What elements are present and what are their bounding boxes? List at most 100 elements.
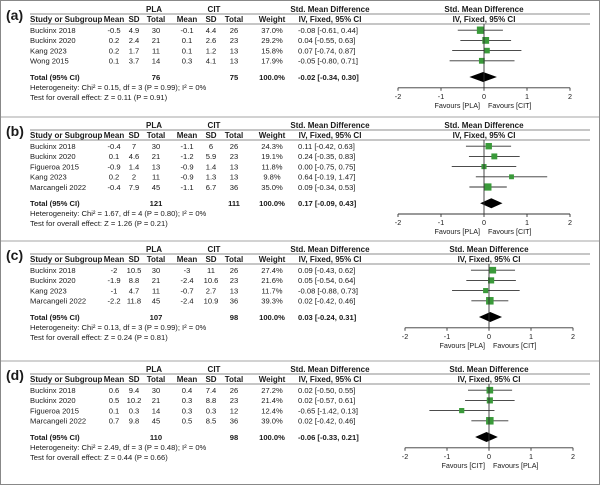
sd-1: 1.4 — [129, 162, 140, 171]
sd-2: 8.8 — [206, 396, 217, 405]
plot-sub-header: IV, Fixed, 95% CI — [458, 255, 521, 264]
study-marker — [484, 47, 490, 54]
total-1: 14 — [152, 406, 160, 415]
x-tick-label: 2 — [568, 92, 572, 101]
sd-2: 1.2 — [206, 46, 217, 55]
effect-sub-header: IV, Fixed, 95% CI — [299, 15, 362, 24]
mean-2: -2.4 — [180, 276, 193, 285]
total-col-header-1: Total — [147, 15, 166, 24]
total-2: 26 — [230, 266, 238, 275]
total-1: 30 — [152, 266, 160, 275]
weight-col-header: Weight — [259, 375, 286, 384]
effect-ci: 0.02 [-0.42, 0.46] — [298, 417, 355, 426]
sd-1: 3.7 — [129, 57, 140, 66]
x-tick-label: -2 — [395, 92, 401, 101]
total-1: 21 — [152, 276, 160, 285]
x-tick-label: 0 — [487, 452, 491, 461]
total-n2: 111 — [228, 199, 241, 208]
total-1: 21 — [152, 396, 160, 405]
total-weight: 100.0% — [259, 73, 285, 82]
sd-2: 6.7 — [206, 183, 217, 192]
total-n1: 110 — [150, 433, 162, 442]
study-row: Marcangeli 2022 -2.2 11.8 45 -2.4 10.9 36 39.3%… — [30, 297, 509, 306]
overall-effect-text: Test for overall effect: Z = 0.11 (P = 0… — [30, 93, 168, 102]
total-label: Total (95% CI) — [30, 199, 80, 208]
total-effect-ci: -0.02 [-0.34, 0.30] — [298, 73, 359, 82]
mean-2: -0.9 — [180, 173, 193, 182]
effect-header: Std. Mean Difference — [290, 5, 370, 14]
effect-ci: 0.07 [-0.74, 0.87] — [298, 46, 355, 55]
sd-1: 8.8 — [129, 276, 140, 285]
total-1: 45 — [152, 417, 160, 426]
total-1: 11 — [152, 286, 160, 295]
total-2: 23 — [230, 276, 238, 285]
weight-value: 35.0% — [261, 183, 283, 192]
sd-2: 5.9 — [206, 152, 217, 161]
sd-1: 7 — [132, 142, 136, 151]
mean-col-header-2: Mean — [177, 255, 198, 264]
mean-col-header-1: Mean — [104, 131, 125, 140]
study-col-header: Study or Subgroup — [30, 131, 103, 140]
sd-2: 7.4 — [206, 386, 217, 395]
x-tick-label: 2 — [568, 218, 572, 227]
total-n2: 98 — [230, 433, 238, 442]
sd-col-header-1: SD — [128, 15, 139, 24]
pooled-diamond — [480, 198, 503, 209]
group1-header: PLA — [146, 121, 162, 130]
total-2: 23 — [230, 396, 238, 405]
mean-1: 0.1 — [109, 57, 120, 66]
sd-1: 9.8 — [129, 417, 140, 426]
sd-2: 4.4 — [206, 26, 217, 35]
weight-col-header: Weight — [259, 15, 286, 24]
plot-header: Std. Mean Difference — [449, 245, 529, 254]
total-2: 36 — [230, 183, 238, 192]
group2-header: CIT — [208, 245, 221, 254]
total-col-header-2: Total — [225, 375, 244, 384]
total-1: 45 — [152, 183, 160, 192]
overall-effect-text: Test for overall effect: Z = 0.24 (P = 0… — [30, 333, 168, 342]
mean-2: 0.1 — [182, 46, 193, 55]
plot-sub-header: IV, Fixed, 95% CI — [458, 375, 521, 384]
sd-col-header-2: SD — [205, 375, 216, 384]
mean-1: -0.5 — [107, 26, 120, 35]
total-1: 30 — [152, 386, 160, 395]
effect-ci: 0.02 [-0.42, 0.46] — [298, 297, 355, 306]
effect-ci: 0.00 [-0.75, 0.75] — [298, 162, 355, 171]
plot-header: Std. Mean Difference — [449, 365, 529, 374]
weight-value: 39.3% — [261, 297, 283, 306]
study-name: Buckinx 2020 — [30, 36, 76, 45]
mean-col-header-1: Mean — [104, 375, 125, 384]
study-col-header: Study or Subgroup — [30, 375, 103, 384]
study-row: Wong 2015 0.1 3.7 14 0.3 4.1 13 17.9% -0.05 [-0.… — [30, 57, 515, 66]
total-col-header-1: Total — [147, 131, 166, 140]
sd-col-header-2: SD — [205, 255, 216, 264]
mean-1: -2 — [111, 266, 118, 275]
total-1: 21 — [152, 152, 160, 161]
mean-1: -0.9 — [107, 162, 120, 171]
weight-value: 27.4% — [261, 266, 283, 275]
sd-col-header-2: SD — [205, 15, 216, 24]
study-row: Kang 2023 0.2 1.7 11 0.1 1.2 13 15.8% 0.07 [-0.7… — [30, 46, 522, 55]
weight-value: 19.1% — [261, 152, 283, 161]
heterogeneity-text: Heterogeneity: Chi² = 0.15, df = 3 (P = … — [30, 83, 207, 92]
total-1: 21 — [152, 36, 160, 45]
favours-left-label: Favours [PLA] — [434, 101, 480, 110]
study-row: Marcangeli 2022 0.7 9.8 45 0.5 8.5 36 39.0% 0.02… — [30, 417, 509, 426]
x-tick-label: -2 — [395, 218, 401, 227]
group1-header: PLA — [146, 5, 162, 14]
study-name: Marcangeli 2022 — [30, 183, 86, 192]
mean-1: 0.1 — [109, 406, 120, 415]
sd-2: 11 — [207, 266, 215, 275]
mean-2: -0.9 — [180, 162, 193, 171]
study-row: Buckinx 2020 0.2 2.4 21 0.1 2.6 23 29.2% 0.04 [-… — [30, 36, 512, 45]
study-row: Buckinx 2018 -0.5 4.9 30 -0.1 4.4 26 37.0% -0.08… — [30, 26, 503, 35]
effect-sub-header: IV, Fixed, 95% CI — [299, 375, 362, 384]
mean-2: -0.1 — [180, 26, 193, 35]
study-row: Marcangeli 2022 -0.4 7.9 45 -1.1 6.7 36 35.0% 0.… — [30, 183, 507, 192]
study-marker — [486, 386, 494, 394]
study-marker — [482, 37, 490, 44]
x-tick-label: 1 — [525, 92, 529, 101]
mean-2: -1.1 — [180, 183, 193, 192]
study-name: Figueroa 2015 — [30, 406, 79, 415]
total-col-header-1: Total — [147, 255, 166, 264]
